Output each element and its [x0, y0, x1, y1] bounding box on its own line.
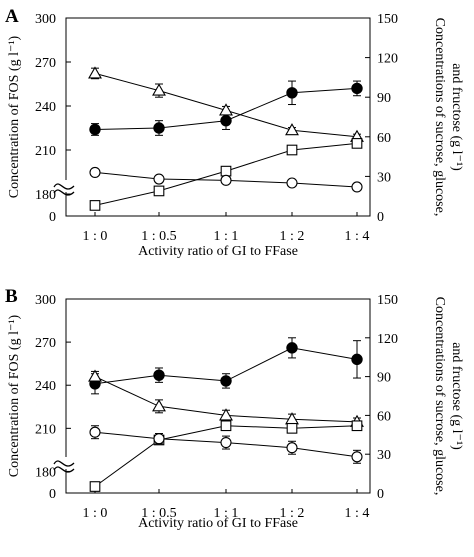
- x-tick-label: 1 : 1: [214, 229, 239, 244]
- filled-circle-marker: [89, 123, 101, 136]
- right-tick-label: 150: [377, 12, 398, 27]
- x-tick-label: 1 : 0: [83, 229, 108, 244]
- filled-circle-marker: [286, 342, 298, 354]
- x-axis-label: Activity ratio of GI to FFase: [138, 516, 298, 531]
- open-triangle-marker: [88, 66, 102, 79]
- open-triangle-marker: [285, 123, 299, 136]
- filled-circle-marker: [286, 87, 298, 99]
- open-triangle-marker: [152, 399, 166, 412]
- open-triangle-marker: [219, 408, 233, 421]
- x-axis-label: Activity ratio of GI to FFase: [138, 244, 298, 259]
- open-circle-marker: [89, 166, 101, 178]
- filled-circle-marker: [153, 122, 165, 134]
- open-triangle-marker: [88, 369, 102, 382]
- open-square-marker: [153, 185, 165, 197]
- right-tick-label: 60: [377, 409, 391, 424]
- left-tick-label: 180: [35, 188, 56, 203]
- right-tick-label: 150: [377, 293, 398, 308]
- open-circle-marker: [220, 174, 232, 186]
- open-square-marker: [286, 422, 298, 434]
- left-tick-label: 180: [35, 465, 56, 480]
- open-triangle-marker: [285, 412, 299, 425]
- chart-panel-b: 0 180 210 240 270 300 0 30 60 90 120 150 1 : 0 1 : 0.…: [5, 286, 464, 531]
- axis-break-mark: [53, 466, 75, 473]
- open-square-marker: [351, 420, 363, 432]
- x-tick-label: 1 : 1: [214, 506, 239, 521]
- left-tick-label: 210: [35, 144, 56, 159]
- open-square-marker: [220, 165, 232, 177]
- axis-break-mark: [53, 189, 75, 196]
- filled-circle-marker: [351, 82, 363, 95]
- open-square-marker: [89, 200, 101, 211]
- open-circle-marker: [220, 437, 232, 449]
- left-tick-label: 270: [35, 336, 56, 351]
- axis-break-mark: [53, 460, 75, 467]
- filled-circle-marker: [220, 114, 232, 127]
- right-y-axis-label: and fructose (g l⁻¹): [449, 63, 464, 171]
- left-tick-label: 0: [49, 210, 56, 225]
- right-tick-label: 30: [377, 170, 391, 185]
- left-tick-label: 0: [49, 487, 56, 502]
- open-circle-marker: [286, 177, 298, 189]
- panel-label: B: [5, 286, 18, 307]
- right-tick-label: 60: [377, 131, 391, 146]
- x-tick-label: 1 : 4: [345, 229, 370, 244]
- right-tick-label: 30: [377, 448, 391, 463]
- x-tick-label: 1 : 0.5: [141, 506, 176, 521]
- open-square-marker: [220, 420, 232, 432]
- filled-circle-marker: [351, 353, 363, 366]
- open-square-marker: [89, 481, 101, 492]
- left-tick-label: 300: [35, 12, 56, 27]
- right-y-axis-label: Concentrations of sucrose, glucose,: [432, 297, 447, 496]
- right-tick-label: 0: [377, 487, 384, 502]
- open-circle-marker: [351, 451, 363, 463]
- open-triangle-marker: [152, 83, 166, 96]
- left-tick-label: 210: [35, 422, 56, 437]
- open-circle-marker: [351, 181, 363, 193]
- open-square-marker: [351, 138, 363, 149]
- left-tick-label: 300: [35, 293, 56, 308]
- right-y-axis-label: Concentrations of sucrose, glucose,: [432, 18, 447, 217]
- chart-panel-a: 0 180 210 240 270 300 0 30 60 90 120 150 1 : 0 1 : 0.…: [5, 6, 464, 259]
- left-tick-label: 240: [35, 100, 56, 115]
- open-circle-marker: [153, 433, 165, 445]
- axis-break-mark: [53, 183, 75, 190]
- left-tick-label: 240: [35, 379, 56, 394]
- right-tick-label: 120: [377, 52, 398, 67]
- plot-frame: [65, 17, 371, 217]
- open-circle-marker: [153, 173, 165, 185]
- right-tick-label: 120: [377, 332, 398, 347]
- open-circle-marker: [286, 442, 298, 454]
- open-circle-marker: [89, 426, 101, 438]
- filled-circle-marker: [220, 375, 232, 387]
- x-tick-label: 1 : 2: [280, 229, 305, 244]
- x-tick-label: 1 : 2: [280, 506, 305, 521]
- series-line: [94, 425, 358, 487]
- open-triangle-marker: [219, 103, 233, 116]
- left-y-axis-label: Concentration of FOS (g l⁻¹): [7, 314, 22, 477]
- x-tick-label: 1 : 0.5: [141, 229, 176, 244]
- plot-frame: [65, 298, 371, 494]
- left-y-axis-label: Concentration of FOS (g l⁻¹): [7, 35, 22, 198]
- open-square-marker: [286, 144, 298, 156]
- right-y-axis-label: and fructose (g l⁻¹): [449, 342, 464, 450]
- left-tick-label: 270: [35, 56, 56, 71]
- filled-circle-marker: [153, 369, 165, 381]
- right-tick-label: 90: [377, 371, 391, 386]
- right-tick-label: 0: [377, 210, 384, 225]
- x-tick-label: 1 : 4: [345, 506, 370, 521]
- right-tick-label: 90: [377, 91, 391, 106]
- x-tick-label: 1 : 0: [83, 506, 108, 521]
- panel-label: A: [5, 6, 19, 27]
